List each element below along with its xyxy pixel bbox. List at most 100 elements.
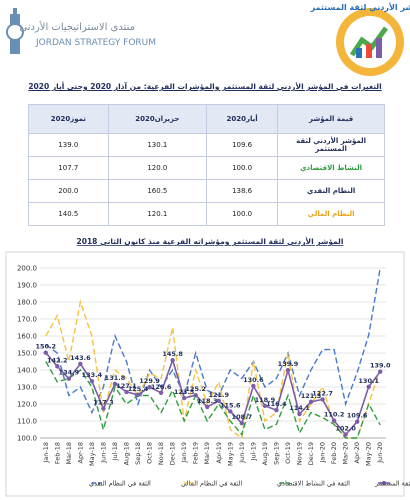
column-header: حزيران2020 <box>107 104 208 134</box>
header-row: قيمة المؤشر أيار2020 حزيران2020 تموز2020 <box>28 104 385 134</box>
data-label: 134.9 <box>59 369 80 377</box>
column-header: أيار2020 <box>206 104 279 134</box>
x-tick-label: Dec-18 <box>169 442 177 465</box>
right-logo <box>336 8 404 76</box>
data-point <box>285 367 291 373</box>
chart-title: المؤشر الأردني لثقة المستثمر ومؤشراته ال… <box>77 237 344 246</box>
x-tick-label: Nov-18 <box>157 442 165 465</box>
legend-label: الثقة في النشاط الاقتصادي <box>277 480 350 488</box>
x-tick-label: Feb-18 <box>53 442 61 464</box>
x-tick-label: Sep-18 <box>134 442 142 465</box>
data-point <box>320 397 325 402</box>
x-tick-label: Aug-18 <box>123 442 131 465</box>
y-tick-label: 180.0 <box>17 299 37 307</box>
data-point <box>89 379 95 384</box>
data-point <box>193 392 198 398</box>
x-tick-label: Oct-19 <box>284 442 292 464</box>
data-point <box>43 350 48 355</box>
x-tick-label: Jan-19 <box>180 442 188 464</box>
x-tick-label: Mar-18 <box>65 442 73 464</box>
data-label: 131.8 <box>105 374 126 382</box>
data-point <box>158 390 164 395</box>
x-tick-label: Sep-19 <box>272 442 280 465</box>
data-point <box>262 403 268 409</box>
y-tick-label: 110.0 <box>17 418 37 426</box>
table-cell: 200.0 <box>28 179 109 203</box>
table-cell: 120.0 <box>107 156 208 180</box>
data-table: قيمة المؤشر أيار2020 حزيران2020 تموز2020 الم… <box>28 104 385 226</box>
x-tick-label: Mar-19 <box>203 442 211 464</box>
data-label: 133.4 <box>82 371 103 379</box>
y-tick-label: 190.0 <box>17 282 37 290</box>
data-point <box>228 409 233 414</box>
data-label: 129.9 <box>139 377 160 385</box>
data-label: 139.0 <box>370 362 391 370</box>
table-cell: 109.6 <box>206 133 279 157</box>
x-tick-label: Aug-19 <box>261 442 269 465</box>
table-row: النشاط الاقتصادي 100.0 120.0 107.7 <box>28 156 385 180</box>
data-label: 130.1 <box>358 377 379 385</box>
y-tick-label: 130.0 <box>17 384 37 392</box>
data-point <box>308 399 314 404</box>
x-tick-label: Jun-19 <box>238 442 246 464</box>
data-point <box>354 419 360 424</box>
legend-label: الثقة في النظام المالي <box>181 480 242 488</box>
left-logo-subtitle: JORDAN STRATEGY FORUM <box>35 38 156 48</box>
data-label: 116.4 <box>266 400 287 408</box>
data-point <box>331 418 337 423</box>
x-tick-label: Mar-20 <box>342 442 350 464</box>
data-label: 117.3 <box>93 399 114 407</box>
x-tick-label: Jan-18 <box>42 442 50 464</box>
data-point <box>112 381 118 387</box>
data-label: 123.5 <box>174 388 195 396</box>
data-point <box>251 383 256 389</box>
x-tick-label: Feb-20 <box>330 442 338 464</box>
data-point <box>55 364 60 369</box>
series-line <box>45 267 381 415</box>
table-cell: النظام المالي <box>277 202 385 226</box>
data-point <box>274 407 279 413</box>
data-label: 150.2 <box>35 343 56 351</box>
data-point <box>366 384 371 390</box>
data-point <box>181 395 187 401</box>
column-header: تموز2020 <box>28 104 109 134</box>
chart-frame <box>5 251 405 497</box>
data-label: 127.1 <box>116 382 137 390</box>
table-title: التغيرات في المؤشر الأردني لثقة المستثمر… <box>28 82 382 91</box>
data-point <box>170 357 175 363</box>
x-tick-label: Oct-18 <box>146 442 154 464</box>
data-label: 109.6 <box>347 412 368 420</box>
table-cell: 140.5 <box>28 202 109 226</box>
data-label: 102.0 <box>335 425 356 433</box>
data-label: 122.7 <box>312 389 333 397</box>
x-tick-label: May-19 <box>226 442 234 466</box>
table-cell: 100.0 <box>206 202 279 226</box>
y-tick-label: 150.0 <box>17 350 37 358</box>
x-tick-label: Jul-19 <box>249 442 257 461</box>
data-label: 130.6 <box>243 376 264 384</box>
legend-label: المؤشر الأردني لثقة المستثمر <box>374 479 410 488</box>
x-tick-label: Feb-19 <box>192 442 200 464</box>
data-label: 110.2 <box>324 411 345 419</box>
y-tick-label: 170.0 <box>17 316 37 324</box>
x-tick-label: May-18 <box>88 442 96 466</box>
data-point <box>124 389 129 395</box>
x-tick-label: Apr-18 <box>76 442 84 463</box>
data-point <box>343 432 348 437</box>
data-point <box>239 421 245 426</box>
series-line <box>45 361 381 439</box>
table-row: النظام المالي 100.0 120.1 140.5 <box>28 202 385 226</box>
x-tick-label: Nov-19 <box>296 442 304 465</box>
x-tick-label: Jun-18 <box>99 442 107 464</box>
data-point <box>101 406 106 411</box>
data-point <box>66 376 72 381</box>
table-cell: 130.1 <box>107 133 208 157</box>
data-label: 118.3 <box>197 397 218 405</box>
data-point <box>216 398 221 403</box>
y-tick-label: 140.0 <box>17 367 37 375</box>
legend-marker <box>382 481 386 485</box>
data-label: 126.6 <box>151 383 172 391</box>
right-logo-text: المؤشر الأردني لثقة المستثمر <box>310 2 410 12</box>
header: منتدى الاستراتيجيات الأردني JORDAN STRAT… <box>6 2 410 76</box>
